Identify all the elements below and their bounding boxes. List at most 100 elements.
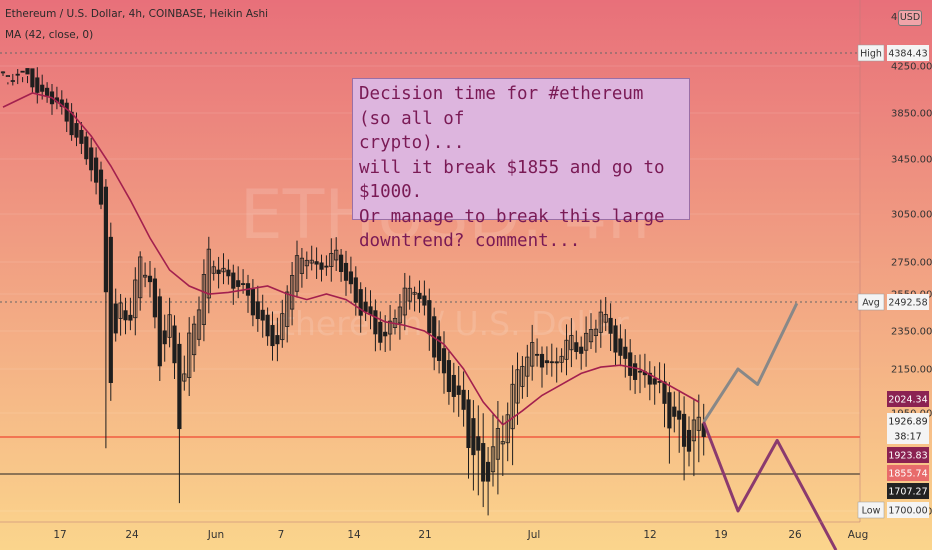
candle[interactable]: [682, 413, 687, 447]
candle[interactable]: [495, 428, 501, 460]
candle[interactable]: [0, 71, 6, 74]
candle[interactable]: [383, 331, 388, 337]
candle[interactable]: [588, 329, 594, 343]
candle[interactable]: [515, 369, 520, 404]
candle[interactable]: [98, 169, 104, 205]
candle[interactable]: [201, 274, 206, 325]
candle[interactable]: [206, 248, 211, 299]
candle[interactable]: [152, 278, 157, 318]
candle[interactable]: [598, 311, 603, 333]
candle[interactable]: [280, 313, 285, 341]
candle[interactable]: [525, 356, 530, 377]
candle[interactable]: [20, 70, 25, 73]
indicator-label[interactable]: MA (42, close, 0): [5, 29, 94, 41]
candle[interactable]: [505, 414, 510, 444]
candle[interactable]: [196, 309, 202, 340]
candle[interactable]: [177, 343, 182, 430]
candle[interactable]: [221, 267, 226, 273]
candle[interactable]: [417, 292, 422, 300]
candle[interactable]: [564, 339, 569, 360]
candle[interactable]: [265, 314, 270, 337]
candle[interactable]: [476, 436, 481, 451]
candle[interactable]: [530, 342, 535, 367]
candle[interactable]: [138, 256, 143, 299]
candle[interactable]: [182, 373, 187, 382]
candle[interactable]: [574, 342, 579, 352]
candle[interactable]: [94, 157, 99, 183]
candle[interactable]: [133, 279, 138, 319]
candle[interactable]: [378, 321, 383, 343]
candle[interactable]: [89, 147, 94, 171]
candle[interactable]: [485, 461, 491, 482]
candle[interactable]: [461, 389, 466, 410]
candle[interactable]: [40, 84, 45, 92]
candle[interactable]: [691, 419, 697, 442]
candle[interactable]: [407, 287, 412, 302]
candle[interactable]: [637, 370, 643, 373]
candle[interactable]: [123, 310, 128, 321]
candle[interactable]: [441, 348, 447, 374]
candle[interactable]: [559, 355, 564, 363]
candle[interactable]: [240, 283, 246, 285]
candle[interactable]: [167, 314, 172, 338]
candle[interactable]: [255, 301, 260, 320]
candle[interactable]: [348, 271, 354, 285]
candle[interactable]: [633, 363, 638, 380]
candle[interactable]: [103, 186, 108, 293]
candle[interactable]: [466, 399, 471, 449]
candle[interactable]: [387, 320, 393, 335]
candle[interactable]: [260, 309, 265, 321]
candle[interactable]: [436, 336, 442, 361]
candle[interactable]: [554, 361, 559, 364]
candle[interactable]: [696, 416, 701, 431]
candle[interactable]: [172, 325, 177, 364]
candle[interactable]: [319, 262, 324, 270]
candle[interactable]: [579, 346, 584, 354]
candle[interactable]: [191, 323, 197, 356]
candle[interactable]: [500, 441, 505, 445]
candle[interactable]: [128, 314, 133, 321]
time-axis[interactable]: 17 24 Jun 7 14 21 Jul 12 19 26 Aug: [0, 521, 868, 541]
candle[interactable]: [275, 335, 280, 345]
candle[interactable]: [231, 272, 236, 289]
candle[interactable]: [539, 353, 545, 368]
candle[interactable]: [657, 381, 662, 383]
candle[interactable]: [74, 123, 79, 138]
candle[interactable]: [446, 360, 452, 392]
candle[interactable]: [623, 346, 628, 359]
candle[interactable]: [162, 330, 167, 345]
candle[interactable]: [662, 381, 667, 404]
candle[interactable]: [373, 310, 378, 335]
candle[interactable]: [35, 77, 40, 93]
candle[interactable]: [157, 296, 162, 367]
candle[interactable]: [510, 383, 515, 430]
candle[interactable]: [64, 102, 69, 122]
candle[interactable]: [520, 365, 525, 387]
candle[interactable]: [294, 255, 300, 292]
candle[interactable]: [471, 418, 476, 456]
candle[interactable]: [608, 317, 613, 334]
candle[interactable]: [667, 392, 672, 429]
candle[interactable]: [549, 361, 554, 364]
candle[interactable]: [363, 301, 368, 312]
candle[interactable]: [147, 275, 153, 283]
candle[interactable]: [338, 254, 344, 272]
candle[interactable]: [647, 372, 652, 385]
candle[interactable]: [397, 306, 403, 324]
candle[interactable]: [412, 291, 417, 295]
candle[interactable]: [618, 338, 623, 356]
candle[interactable]: [584, 332, 589, 351]
candle[interactable]: [334, 249, 339, 261]
candle[interactable]: [686, 429, 692, 452]
candle[interactable]: [613, 325, 618, 353]
candle[interactable]: [427, 300, 432, 334]
candle[interactable]: [211, 266, 216, 274]
candle[interactable]: [652, 378, 657, 385]
candle[interactable]: [216, 269, 221, 275]
candle[interactable]: [628, 352, 633, 376]
candle[interactable]: [451, 374, 456, 397]
candle[interactable]: [84, 136, 89, 160]
candle[interactable]: [422, 295, 427, 306]
candle[interactable]: [672, 406, 677, 417]
candle[interactable]: [113, 303, 118, 334]
